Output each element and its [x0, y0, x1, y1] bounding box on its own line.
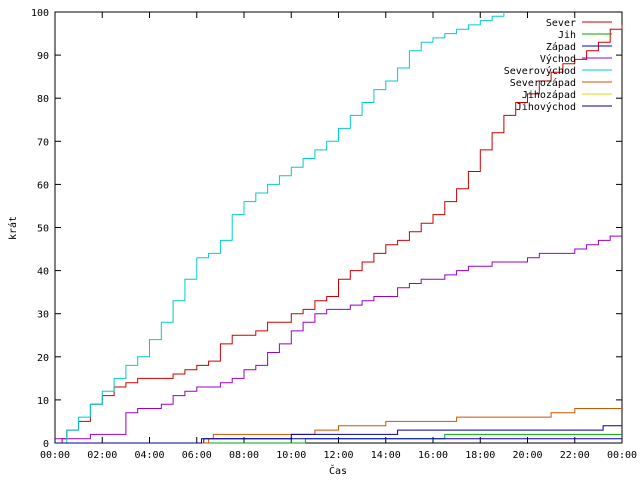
series-line-5 — [55, 12, 505, 444]
series-line-1 — [55, 24, 623, 444]
y-axis-label: krát — [7, 216, 19, 240]
x-tick-label: 02:00 — [87, 450, 117, 461]
series-line-4 — [55, 235, 622, 440]
y-tick-label: 20 — [37, 353, 49, 364]
y-axis: 0 10 20 30 40 50 60 70 80 90 100 — [31, 8, 622, 450]
y-tick-label: 80 — [37, 94, 49, 105]
legend-label: Sever — [546, 18, 576, 29]
legend-label: Jih — [558, 30, 576, 41]
x-tick-label: 22:00 — [560, 450, 590, 461]
y-tick-label: 30 — [37, 310, 49, 321]
x-tick-label: 06:00 — [182, 450, 212, 461]
x-tick-label: 16:00 — [418, 450, 448, 461]
x-axis-label: Čas — [329, 464, 347, 477]
legend-label: Severovýchod — [504, 65, 576, 77]
x-tick-label: 00:00 — [40, 450, 70, 461]
series-group — [55, 12, 623, 444]
y-tick-label: 60 — [37, 180, 49, 191]
x-tick-label: 10:00 — [276, 450, 306, 461]
y-tick-label: 40 — [37, 267, 49, 278]
y-tick-label: 70 — [37, 137, 49, 148]
x-tick-label: 04:00 — [134, 450, 164, 461]
x-axis: 00:00 02:00 04:00 06:00 08:00 10:00 12:00 14:00… — [40, 12, 637, 461]
x-tick-label: 14:00 — [371, 450, 401, 461]
legend-label: Východ — [540, 53, 576, 65]
x-tick-label: 18:00 — [465, 450, 495, 461]
y-tick-label: 90 — [37, 51, 49, 62]
y-tick-label: 10 — [37, 396, 49, 407]
x-tick-label: 08:00 — [229, 450, 259, 461]
y-tick-label: 0 — [43, 439, 49, 450]
x-tick-label: 00:00 — [607, 450, 637, 461]
legend-label: Severozápad — [510, 77, 576, 89]
series-line-8 — [55, 425, 622, 444]
y-tick-label: 50 — [37, 224, 49, 235]
x-tick-label: 20:00 — [512, 450, 542, 461]
x-tick-label: 12:00 — [323, 450, 353, 461]
legend-label: Západ — [546, 41, 576, 53]
y-tick-label: 100 — [31, 8, 49, 19]
legend-label: Jihozápad — [522, 89, 576, 101]
legend: SeverJihZápadVýchodSeverovýchodSeverozáp… — [504, 18, 612, 113]
legend-label: Jihovýchod — [516, 101, 576, 113]
